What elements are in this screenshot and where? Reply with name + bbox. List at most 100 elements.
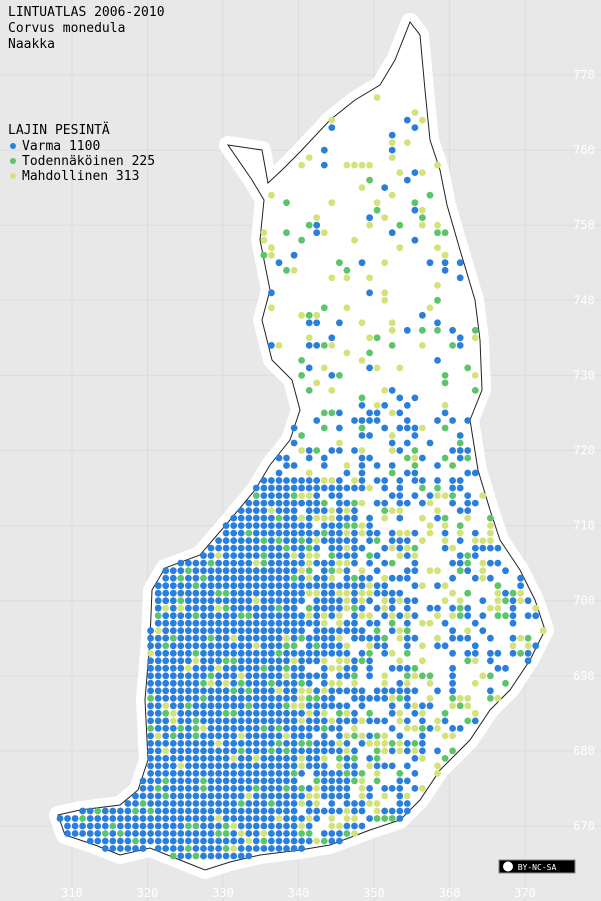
observation-dot — [200, 612, 207, 620]
observation-dot — [71, 815, 79, 822]
observation-dot — [245, 634, 253, 642]
observation-dot — [207, 589, 215, 597]
observation-dot — [305, 642, 313, 650]
observation-dot — [336, 439, 343, 447]
observation-dot — [162, 634, 170, 642]
observation-dot — [351, 574, 358, 582]
observation-dot — [200, 582, 207, 590]
observation-dot — [320, 740, 328, 747]
observation-dot — [252, 657, 260, 665]
observation-dot — [283, 582, 290, 590]
y-tick-label: 750 — [573, 218, 595, 232]
observation-dot — [471, 469, 479, 477]
observation-dot — [169, 709, 177, 717]
observation-dot — [252, 709, 260, 717]
observation-dot — [403, 619, 411, 627]
observation-dot — [139, 830, 147, 837]
observation-dot — [358, 319, 366, 327]
observation-dot — [351, 552, 358, 559]
observation-dot — [366, 815, 373, 822]
observation-dot — [268, 740, 275, 747]
observation-dot — [237, 807, 245, 815]
observation-dot — [147, 837, 155, 845]
observation-dot — [388, 649, 396, 657]
observation-dot — [388, 574, 396, 582]
observation-dot — [464, 694, 472, 702]
observation-dot — [154, 732, 162, 740]
observation-dot — [313, 777, 321, 785]
observation-dot — [64, 830, 71, 837]
observation-dot — [441, 492, 449, 499]
observation-dot — [177, 634, 185, 642]
observation-dot — [487, 634, 494, 642]
observation-dot — [230, 597, 238, 605]
observation-dot — [396, 777, 404, 785]
observation-dot — [177, 612, 185, 620]
observation-dot — [298, 372, 305, 379]
observation-dot — [192, 785, 200, 792]
observation-dot — [320, 454, 328, 462]
observation-dot — [290, 424, 298, 432]
observation-dot — [290, 266, 298, 274]
observation-dot — [313, 597, 321, 605]
observation-dot — [388, 604, 396, 612]
observation-dot — [381, 694, 389, 702]
observation-dot — [403, 402, 411, 409]
observation-dot — [283, 544, 290, 552]
observation-dot — [305, 454, 313, 462]
observation-dot — [388, 492, 396, 499]
observation-dot — [222, 582, 230, 590]
observation-dot — [434, 725, 441, 732]
observation-dot — [147, 815, 155, 822]
observation-dot — [290, 777, 298, 785]
observation-dot — [283, 462, 290, 469]
observation-dot — [222, 785, 230, 792]
observation-dot — [328, 529, 336, 537]
observation-dot — [177, 822, 185, 830]
observation-dot — [351, 694, 358, 702]
observation-dot — [351, 800, 358, 807]
observation-dot — [245, 567, 253, 575]
observation-dot — [411, 529, 419, 537]
observation-dot — [290, 770, 298, 777]
observation-dot — [275, 492, 283, 499]
observation-dot — [283, 522, 290, 529]
observation-dot — [252, 552, 260, 559]
observation-dot — [328, 747, 336, 755]
observation-dot — [283, 830, 290, 837]
observation-dot — [162, 822, 170, 830]
observation-dot — [162, 649, 170, 657]
observation-dot — [411, 544, 419, 552]
observation-dot — [207, 657, 215, 665]
observation-dot — [313, 342, 321, 349]
observation-dot — [419, 717, 426, 725]
observation-dot — [230, 845, 238, 852]
observation-dot — [441, 529, 449, 537]
observation-dot — [320, 589, 328, 597]
observation-dot — [396, 447, 404, 454]
observation-dot — [117, 822, 124, 830]
observation-dot — [200, 830, 207, 837]
observation-dot — [192, 792, 200, 800]
observation-dot — [154, 672, 162, 680]
observation-dot — [343, 687, 351, 695]
observation-dot — [411, 664, 419, 672]
observation-dot — [252, 770, 260, 777]
observation-dot — [328, 522, 336, 529]
observation-dot — [358, 469, 366, 477]
observation-dot — [456, 552, 464, 559]
observation-dot — [441, 544, 449, 552]
observation-dot — [268, 544, 275, 552]
observation-dot — [351, 687, 358, 695]
observation-dot — [283, 672, 290, 680]
observation-dot — [147, 649, 155, 657]
observation-dot — [245, 694, 253, 702]
observation-dot — [222, 642, 230, 650]
observation-dot — [358, 161, 366, 169]
observation-dot — [298, 447, 305, 454]
observation-dot — [185, 845, 192, 852]
observation-dot — [237, 687, 245, 695]
observation-dot — [328, 702, 336, 710]
observation-dot — [517, 574, 524, 582]
observation-dot — [403, 139, 411, 147]
